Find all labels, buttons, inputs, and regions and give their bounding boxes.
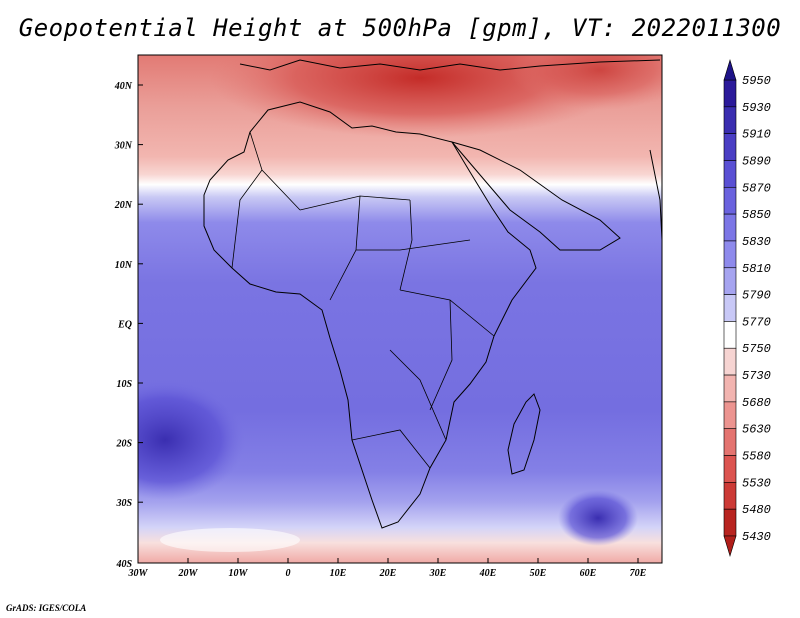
colorbar-label: 5770 — [742, 315, 771, 329]
colorbar-segment — [723, 186, 737, 215]
lat-label: EQ — [117, 319, 132, 330]
lat-label: 10S — [116, 379, 132, 390]
lon-label: 50E — [530, 568, 547, 579]
longitude-axis: 30W 20W 10W 0 10E 20E 30E 40E 50E 60E 70E — [128, 558, 647, 579]
colorbar-segment — [723, 455, 737, 483]
footer-credit: GrADS: IGES/COLA — [6, 603, 87, 613]
lon-label: 0 — [286, 568, 291, 579]
lon-label: 10W — [229, 568, 249, 579]
height-field — [138, 55, 662, 563]
colorbar-label: 5480 — [742, 503, 771, 517]
colorbar-segment — [723, 428, 737, 456]
colorbar-segment — [723, 401, 737, 430]
latitude-axis: 40N 30N 20N 10N EQ 10S 20S 30S 40S — [114, 81, 143, 570]
colorbar-segment — [723, 321, 737, 349]
colorbar-label: 5730 — [742, 369, 771, 383]
colorbar-label: 5750 — [742, 342, 771, 356]
arabia-coastline — [450, 141, 621, 251]
colorbar-top-arrow — [723, 58, 737, 81]
colorbar-segment — [723, 160, 737, 188]
lat-label: 30S — [115, 498, 132, 509]
colorbar-label: 5430 — [742, 530, 771, 544]
colorbar-label: 5930 — [742, 101, 771, 115]
lon-label: 30W — [128, 568, 149, 579]
colorbar-label: 5680 — [742, 396, 771, 410]
colorbar-segment — [723, 133, 737, 161]
colorbar-segment — [723, 508, 737, 537]
lat-label: 40N — [114, 81, 133, 92]
lon-label: 20W — [178, 568, 199, 579]
lon-label: 70E — [630, 568, 647, 579]
colorbar-label: 5580 — [742, 450, 771, 464]
colorbar-label: 5850 — [742, 208, 771, 222]
lat-label: 20S — [115, 439, 132, 450]
lon-label: 30E — [429, 568, 447, 579]
map-title: Geopotential Height at 500hPa [gpm], VT:… — [18, 14, 782, 42]
colorbar-label: 5810 — [742, 262, 771, 276]
lon-label: 60E — [580, 568, 597, 579]
colorbar-label: 5890 — [742, 154, 771, 168]
lat-label: 20N — [114, 200, 133, 211]
colorbar-segment — [723, 240, 737, 269]
colorbar-segment — [723, 374, 737, 403]
colorbar-segment — [723, 106, 737, 134]
country-borders — [231, 131, 495, 469]
colorbar-label: 5950 — [742, 74, 771, 88]
colorbar-label: 5870 — [742, 181, 771, 195]
lat-label: 30N — [114, 141, 133, 152]
colorbar-segment — [723, 79, 737, 108]
lat-label: 40S — [115, 559, 132, 570]
africa-coastline — [203, 101, 537, 529]
colorbar-bottom-arrow — [723, 535, 737, 558]
madagascar-coastline — [507, 393, 541, 475]
india-coastline — [649, 149, 662, 241]
coastlines — [203, 59, 662, 529]
colorbar-segment — [723, 347, 737, 376]
lon-label: 20E — [379, 568, 397, 579]
colorbar-segment — [723, 213, 737, 242]
colorbar-segment — [723, 267, 737, 295]
colorbar-segment — [723, 482, 737, 510]
europe-coastline — [239, 59, 661, 71]
colorbar-label: 5830 — [742, 235, 771, 249]
colorbar-segment — [723, 294, 737, 322]
lat-label: 10N — [115, 260, 133, 271]
colorbar-label: 5530 — [742, 476, 771, 490]
lon-label: 40E — [479, 568, 497, 579]
map-frame — [137, 54, 663, 564]
colorbar-label: 5630 — [742, 423, 771, 437]
colorbar: 5950 5930 5910 5890 5870 5850 5830 5810 5790 5770… — [723, 58, 771, 558]
colorbar-label: 5790 — [742, 289, 771, 303]
lon-label: 10E — [330, 568, 347, 579]
colorbar-label: 5910 — [742, 128, 771, 142]
